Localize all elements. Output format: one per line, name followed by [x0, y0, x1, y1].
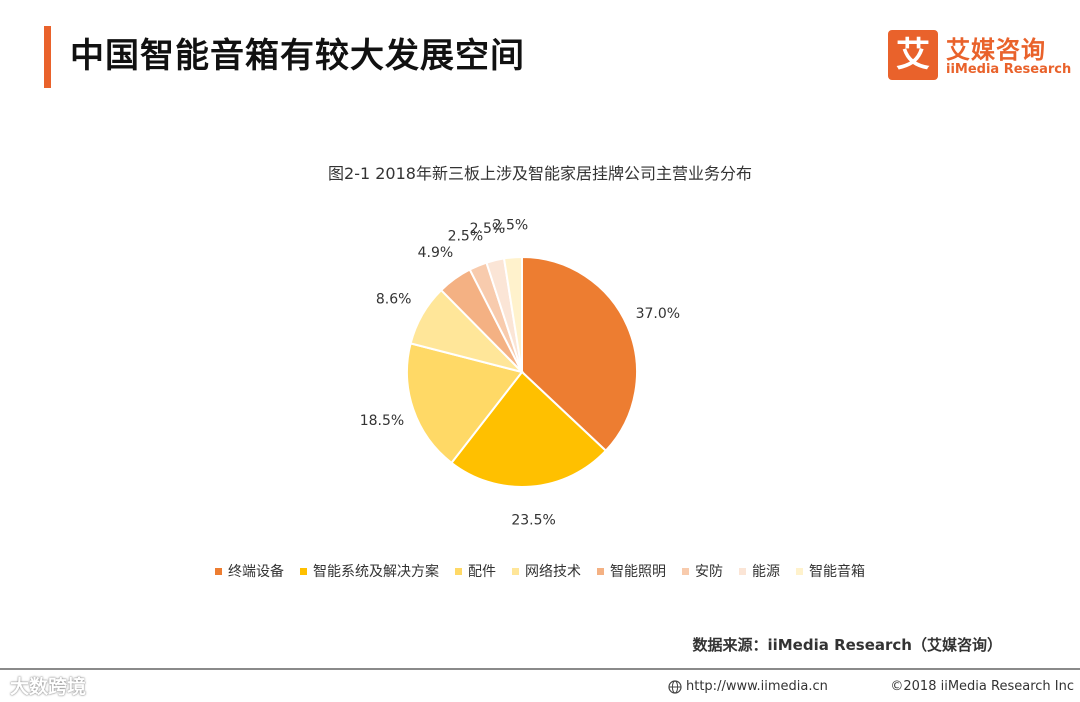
legend-swatch-8: [796, 567, 803, 575]
footer-url[interactable]: http://www.iimedia.cn: [668, 679, 828, 694]
legend-label-2: 智能系统及解决方案: [313, 564, 439, 580]
iimedia-logo: 艾 艾媒咨询 iiMedia Research: [888, 30, 1072, 82]
legend-swatch-1: [215, 567, 222, 575]
chart-title: 图2-1 2018年新三板上涉及智能家居挂牌公司主营业务分布: [328, 164, 752, 183]
slice-label-7: 2.5%: [470, 221, 506, 237]
legend-item-6: 安防: [682, 561, 723, 581]
legend-swatch-3: [455, 567, 462, 575]
legend-item-8: 智能音箱: [796, 561, 865, 581]
legend-label-7: 能源: [752, 564, 780, 580]
legend-item-1: 终端设备: [215, 561, 284, 581]
legend-label-6: 安防: [695, 564, 723, 580]
legend-item-4: 网络技术: [512, 561, 581, 581]
legend-item-2: 智能系统及解决方案: [300, 561, 439, 581]
slice-label-1: 37.0%: [636, 306, 680, 322]
logo-mark: 艾: [888, 30, 938, 80]
pie-slice-1: [521, 255, 638, 453]
legend-swatch-5: [597, 567, 604, 575]
legend-label-5: 智能照明: [610, 564, 666, 580]
slice-label-8: 2.5%: [493, 217, 529, 233]
footer-divider: [0, 668, 1080, 670]
logo-name-cn: 艾媒咨询: [946, 36, 1046, 64]
title-accent-bar: [44, 26, 51, 88]
slice-label-3: 18.5%: [360, 413, 404, 429]
pie-slice-3: [406, 342, 524, 465]
legend-item-3: 配件: [455, 561, 496, 581]
footer-copyright: ©2018 iiMedia Research Inc: [890, 679, 1074, 694]
slice-label-2: 23.5%: [511, 513, 555, 529]
legend-swatch-6: [682, 567, 689, 575]
pie-slice-2: [450, 370, 608, 488]
data-source: 数据来源：iiMedia Research（艾媒咨询）: [692, 636, 1002, 654]
watermark-text: 大数跨境: [10, 676, 87, 698]
slice-label-4: 8.6%: [376, 291, 412, 307]
legend-label-8: 智能音箱: [809, 564, 865, 580]
footer-url-text[interactable]: http://www.iimedia.cn: [686, 679, 828, 694]
slice-label-6: 2.5%: [448, 228, 484, 244]
legend-swatch-4: [512, 567, 519, 575]
page-title: 中国智能音箱有较大发展空间: [70, 36, 525, 76]
chart-legend: 终端设备 智能系统及解决方案 配件 网络技术 智能照明 安防 能源 智能音箱: [0, 561, 1080, 581]
legend-swatch-7: [739, 567, 746, 575]
legend-item-5: 智能照明: [597, 561, 666, 581]
pie-slice-8: [502, 255, 523, 373]
globe-icon: [668, 679, 682, 694]
legend-item-7: 能源: [739, 561, 780, 581]
legend-label-1: 终端设备: [228, 564, 284, 580]
logo-name-en: iiMedia Research: [946, 62, 1072, 77]
legend-swatch-2: [300, 567, 307, 575]
legend-label-4: 网络技术: [525, 564, 581, 580]
slice-label-5: 4.9%: [418, 245, 454, 261]
legend-label-3: 配件: [468, 564, 496, 580]
